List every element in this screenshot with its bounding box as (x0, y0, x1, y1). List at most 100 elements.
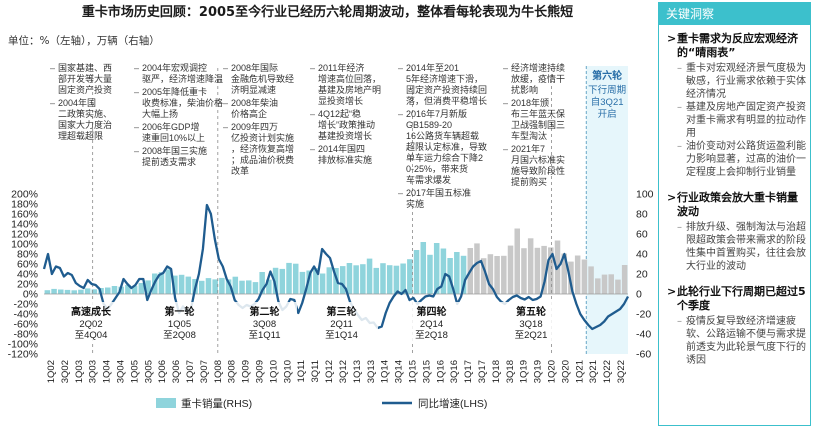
annotation-line: 固定资产投资 (58, 84, 112, 95)
bar-sales (292, 263, 299, 294)
annotation-line: 4Q12起“稳 (318, 108, 361, 119)
bar-sales (366, 258, 373, 294)
annotation-line: 2005年降低重卡 (142, 86, 207, 97)
dash-icon: – (677, 102, 682, 113)
annotation-line: GB1589-20 (406, 120, 452, 130)
annotation-line: 国家大力度治 (58, 119, 112, 130)
insight-title: 关键洞察 (659, 3, 810, 25)
annotation-dash: – (223, 122, 228, 132)
annotation-line: 2018年颁 (511, 97, 549, 108)
annotation-line: 2017年国五标准 (406, 187, 471, 198)
annotation-line: 收费标准，柴油价格 (142, 97, 223, 108)
right-tick-label: -40 (636, 329, 651, 341)
annotation-line: 车需求爆发 (406, 174, 451, 185)
bar-sales (386, 265, 393, 294)
x-tick-label: 3Q22 (616, 360, 627, 383)
bar-sales (474, 243, 480, 294)
dash-icon: – (677, 222, 682, 233)
left-tick-label: 20% (17, 279, 38, 291)
bar-sales (252, 282, 259, 294)
annotation-line: 实施 (406, 198, 424, 209)
bar-sales (313, 268, 319, 294)
bar-sales (480, 258, 487, 294)
bar-sales (527, 238, 534, 294)
right-tick-label: 0 (636, 289, 642, 301)
annotation-line: 5年经济增速下滑， (406, 73, 483, 84)
x-tick-label: 1Q15 (407, 360, 418, 383)
x-tick-label: 3Q16 (449, 360, 460, 383)
bar-sales (105, 287, 111, 294)
bar-sales (608, 274, 614, 294)
annotation-line: 2008年国际 (231, 62, 278, 73)
bar-sales (225, 279, 232, 294)
phase-start: 2Q11 (330, 319, 353, 330)
x-tick-label: 3Q13 (366, 360, 377, 383)
bar-sales (259, 272, 265, 294)
bar-sales (601, 274, 608, 294)
annotation-line: 济明显减速 (231, 84, 276, 95)
bar-sales (360, 264, 366, 294)
x-tick-label: 3Q08 (227, 360, 238, 383)
phase-name: 第一轮 (165, 305, 195, 318)
annotation-line: 部开发等大量 (58, 73, 112, 84)
annotation-line: 增长”政策推动 (318, 119, 375, 130)
annotation-line: 2014年国四 (318, 143, 365, 154)
bar-sales (64, 289, 71, 294)
annotation-line: 二政策实施、 (58, 108, 112, 119)
phase-end: 至1Q11 (248, 330, 280, 341)
bar-sales (413, 250, 420, 294)
bar-sales (487, 254, 494, 294)
left-tick-label: -100% (8, 339, 38, 351)
annotation-dash: – (398, 109, 403, 119)
phase-end: 至1Q14 (325, 330, 358, 341)
annotation-line: 2004年宏观调控 (142, 62, 207, 73)
annotation-dash: – (398, 188, 403, 198)
annotation-line: 16公路货车辆超载 (406, 130, 479, 141)
right-tick-label: -60 (636, 349, 651, 361)
right-tick-label: 20 (636, 269, 648, 281)
bar-sales (333, 268, 339, 294)
insight-bullet: – 排放升级、强制淘汰与治超限超政策会带来需求的阶段性集中首置购买，往往会放大行业… (677, 222, 806, 272)
x-tick-label: 1Q08 (213, 360, 224, 383)
x-tick-label: 1Q09 (241, 360, 252, 383)
annotation-line: 2016年7月新版 (406, 108, 467, 119)
left-tick-label: 120% (11, 229, 38, 241)
dash-icon: – (677, 316, 682, 327)
right-tick-label: 80 (636, 209, 648, 221)
annotation-line: 固定资产投资持续回 (406, 84, 487, 95)
annotation-dash: – (134, 146, 139, 156)
annotation-line: 排放标准实施 (318, 154, 372, 165)
annotation-dash: – (398, 63, 403, 73)
annotation-dash: – (503, 144, 508, 154)
annotation-dash: – (50, 63, 55, 73)
insight-heading: > 重卡需求为反应宏观经济的“晴雨表” (667, 32, 798, 59)
annotation-dash: – (134, 63, 139, 73)
annotation-line: 2008年国三实施 (142, 145, 207, 156)
left-tick-label: 80% (17, 249, 38, 261)
insight-panel: 关键洞察 > 重卡需求为反应宏观经济的“晴雨表” – 重卡对宏观经济景气度极为敏感，… (658, 2, 811, 426)
insight-body: > 重卡需求为反应宏观经济的“晴雨表” – 重卡对宏观经济景气度极为敏感，行业需求依… (659, 29, 810, 367)
x-tick-label: 3Q05 (143, 360, 154, 383)
x-tick-label: 1Q06 (157, 360, 168, 383)
x-tick-label: 1Q22 (602, 360, 613, 383)
left-tick-label: -80% (13, 329, 38, 341)
phase-name: 第四轮 (417, 305, 447, 318)
x-tick-label: 3Q10 (282, 360, 293, 383)
insight-heading: > 行业政策会放大重卡销量波动 (667, 191, 798, 218)
bar-sales (427, 254, 433, 294)
bar-sales (272, 267, 279, 294)
bar-sales (266, 279, 272, 294)
bar-sales (574, 255, 581, 294)
annotation-line: 2006年GDP增 (142, 121, 200, 132)
bar-sales (541, 245, 547, 294)
right-tick-label: -20 (636, 309, 651, 321)
phase-start: 2Q14 (420, 319, 443, 330)
left-tick-label: 40% (17, 269, 38, 281)
x-tick-label: 3Q02 (60, 360, 71, 383)
bar-sales (373, 267, 380, 294)
bar-sales (91, 289, 98, 294)
phase-label-box (232, 302, 297, 342)
x-tick-label: 1Q18 (491, 360, 502, 383)
annotation-line: 2008年柴油 (231, 97, 278, 108)
cycle-chart: -120%-100%-80%-60%-40%-20%0%20%40%60%80%… (8, 62, 654, 410)
